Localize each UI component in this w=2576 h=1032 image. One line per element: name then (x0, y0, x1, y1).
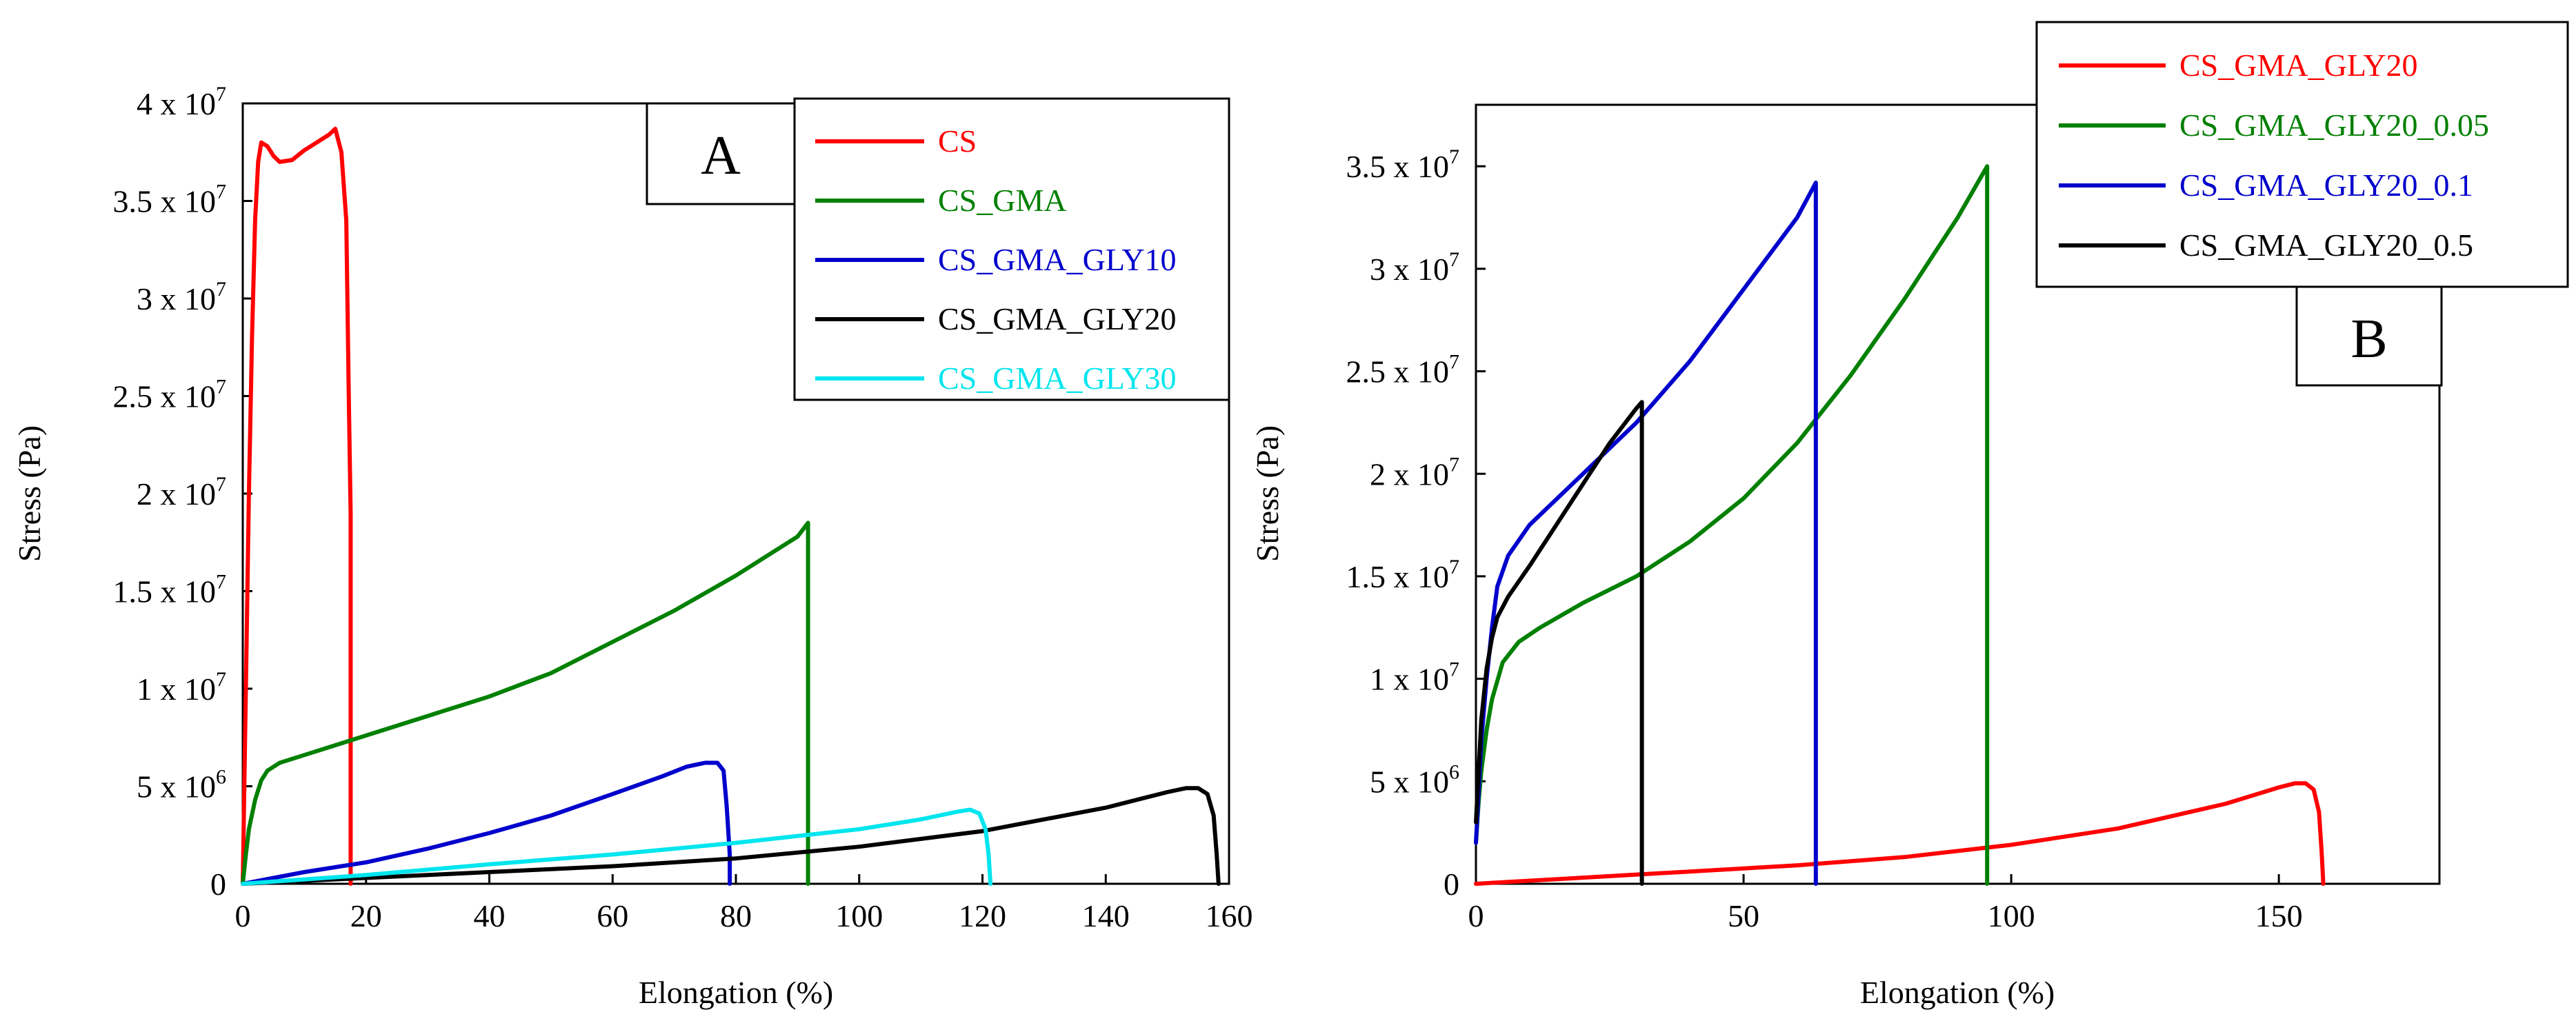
panel-a-series-line-cs (241, 126, 353, 886)
panel-a-legend: CS CS_GMA CS_GMA_GLY10 CS_GMA_GLY20 CS_GMA_G… (793, 97, 1230, 401)
panel-a-series-line-cs-gma-gly20 (241, 786, 1221, 886)
panel-b-legend-label: CS_GMA_GLY20_0.05 (2179, 108, 2489, 143)
panel-b-ticks: 0 50 100 150 0 5 x 106 1 x 107 1.5 x 107 2 x 107… (1346, 145, 2303, 933)
panel-a-legend-label: CS_GMA_GLY30 (938, 361, 1177, 396)
panel-a-chart: 0 20 40 60 80 100 120 140 160 0 5 x 106 1 x 107 1.5 … (12, 83, 1253, 1010)
panel-a-legend-label: CS_GMA (938, 183, 1067, 218)
panel-a-series-line-cs-gma-gly30 (241, 807, 993, 886)
panel-a-y-tick-label: 2.5 x 107 (113, 376, 227, 414)
panel-a-x-tick-label: 80 (720, 898, 752, 933)
panel-b-y-axis-label: Stress (Pa) (1250, 425, 1285, 562)
panel-b-x-tick-label: 50 (1728, 898, 1759, 933)
panel-a-x-tick-label: 160 (1206, 898, 1253, 933)
panel-a-series-line-cs-gma (241, 520, 810, 886)
panel-a-x-tick-label: 0 (235, 898, 251, 933)
panel-b-legend-label: CS_GMA_GLY20_0.5 (2179, 227, 2473, 263)
panel-b-legend-label: CS_GMA_GLY20_0.1 (2179, 168, 2473, 203)
panel-b-series-line-cs-gma-gly20 (1474, 781, 2326, 886)
panel-b-y-tick-label: 3.5 x 107 (1346, 145, 1460, 184)
panel-a-y-tick-label: 1 x 107 (137, 668, 226, 707)
panel-b-plot-frame (1475, 103, 2441, 885)
panel-a-tag: A (701, 125, 741, 186)
panel-b-x-axis-label: Elongation (%) (1860, 975, 2055, 1010)
panel-b-y-tick-label: 2.5 x 107 (1346, 351, 1460, 389)
panel-a-x-axis-label: Elongation (%) (639, 975, 833, 1010)
panel-a-y-axis-label: Stress (Pa) (12, 425, 47, 562)
panel-b-legend-label: CS_GMA_GLY20 (2179, 48, 2418, 83)
panel-b-legend: CS_GMA_GLY20 CS_GMA_GLY20_0.05 CS_GMA_GLY2… (2035, 21, 2569, 288)
panel-a-x-tick-label: 40 (474, 898, 506, 933)
panel-b-chart: 0 50 100 150 0 5 x 106 1 x 107 1.5 x 107 2 x 107… (1250, 21, 2569, 1010)
panel-b-y-tick-label: 1 x 107 (1370, 658, 1459, 697)
panel-b-x-tick-label: 100 (1988, 898, 2035, 933)
panel-a-y-tick-label: 3 x 107 (137, 278, 226, 316)
panel-a-x-tick-label: 100 (835, 898, 883, 933)
panel-a-x-tick-label: 120 (959, 898, 1006, 933)
panel-a-series (241, 126, 1221, 886)
panel-b-series-line-cs-gma-gly20-0-05 (1474, 164, 1990, 886)
panel-a-y-tick-label: 4 x 107 (137, 83, 226, 121)
panel-a-y-tick-label: 0 (210, 867, 226, 902)
panel-a-ticks: 0 20 40 60 80 100 120 140 160 0 5 x 106 1 x 107 1.5 … (113, 83, 1253, 933)
panel-a-legend-label: CS_GMA_GLY10 (938, 242, 1177, 277)
panel-b-series (1474, 164, 2326, 886)
panel-b-series-line-cs-gma-gly20-0-5 (1474, 400, 1644, 886)
panel-b-y-tick-label: 3 x 107 (1370, 248, 1459, 287)
panel-b-y-tick-label: 5 x 106 (1370, 760, 1459, 799)
panel-b-x-tick-label: 0 (1468, 898, 1484, 933)
panel-a-legend-box (793, 97, 1230, 401)
panel-a-x-tick-label: 140 (1082, 898, 1130, 933)
panel-a-y-tick-label: 5 x 106 (137, 766, 226, 805)
panel-a-legend-label: CS_GMA_GLY20 (938, 301, 1177, 336)
panel-a-tag-box (646, 102, 797, 205)
panel-a-x-tick-label: 60 (597, 898, 628, 933)
panel-b-tag: B (2350, 309, 2387, 370)
panel-a-y-tick-label: 3.5 x 107 (113, 181, 227, 219)
panel-b-y-tick-label: 1.5 x 107 (1346, 556, 1460, 594)
panel-b-x-tick-label: 150 (2255, 898, 2303, 933)
panel-a-series-line-cs-gma-gly10 (241, 760, 732, 886)
panel-b-y-tick-label: 0 (1444, 867, 1459, 902)
panel-b-tag-box (2295, 285, 2443, 387)
panel-a-x-tick-label: 20 (350, 898, 382, 933)
panel-a-legend-label: CS (938, 123, 977, 159)
panel-a-y-tick-label: 2 x 107 (137, 473, 226, 512)
panel-a-y-tick-label: 1.5 x 107 (113, 571, 227, 609)
panel-b-y-tick-label: 2 x 107 (1370, 453, 1459, 492)
